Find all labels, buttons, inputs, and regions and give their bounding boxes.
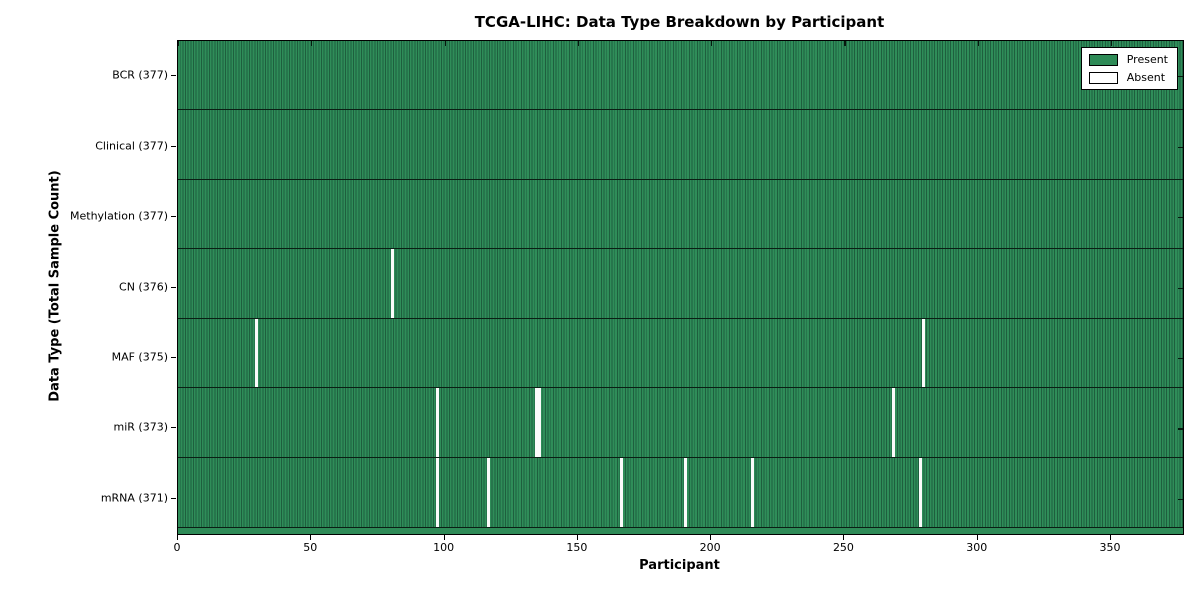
absent-bar-mRNA-166 xyxy=(620,457,624,527)
absent-bar-miR-268 xyxy=(892,388,896,457)
legend-entry-absent: Absent xyxy=(1088,71,1168,84)
xtick-label-50: 50 xyxy=(303,541,318,554)
ytick-mark xyxy=(171,497,176,499)
ytick-mark-right xyxy=(1178,217,1183,219)
ytick-mark xyxy=(171,286,176,288)
ytick-mark-right xyxy=(1178,498,1183,500)
xtick-mark-top xyxy=(1111,41,1113,46)
row-MAF xyxy=(178,318,1183,389)
xtick-label-350: 350 xyxy=(1099,541,1121,554)
xtick-mark xyxy=(576,535,578,540)
xtick-label-150: 150 xyxy=(566,541,588,554)
xtick-mark-top xyxy=(178,41,180,46)
ytick-mark xyxy=(171,75,176,77)
ytick-label-mRNA: mRNA (371) xyxy=(100,491,168,505)
ytick-mark xyxy=(171,145,176,147)
absent-bar-MAF-29 xyxy=(255,318,259,388)
ytick-mark-right xyxy=(1178,146,1183,148)
chart-title: TCGA-LIHC: Data Type Breakdown by Partic… xyxy=(474,13,885,31)
xtick-mark-top xyxy=(977,41,979,46)
xtick-mark-top xyxy=(577,41,580,46)
absent-bar-CN-80 xyxy=(391,249,395,318)
legend-label-present: Present xyxy=(1126,53,1168,66)
absent-bar-mRNA-278 xyxy=(918,457,922,527)
absent-bar-mRNA-215 xyxy=(750,457,754,527)
row-mRNA xyxy=(178,457,1183,528)
x-axis-label: Participant xyxy=(639,558,720,573)
legend: Present Absent xyxy=(1080,47,1178,90)
ytick-label-MAF: MAF (375) xyxy=(111,350,168,364)
absent-bar-miR-134 xyxy=(535,388,538,457)
legend-entry-present: Present xyxy=(1088,53,1168,66)
xtick-label-300: 300 xyxy=(966,541,988,554)
xtick-mark xyxy=(710,535,712,540)
xtick-label-250: 250 xyxy=(832,541,854,554)
ytick-label-CN: CN (376) xyxy=(119,280,168,293)
ytick-mark xyxy=(171,427,176,429)
absent-bar-mRNA-116 xyxy=(487,457,491,527)
ytick-label-miR: miR (373) xyxy=(113,420,169,434)
xtick-label-100: 100 xyxy=(433,541,455,554)
absent-bar-mRNA-97 xyxy=(436,457,440,527)
absent-bar-miR-135 xyxy=(537,388,541,457)
ytick-mark-right xyxy=(1178,76,1183,78)
xtick-mark-top xyxy=(444,41,446,46)
legend-label-absent: Absent xyxy=(1126,71,1166,84)
y-axis-label: Data Type (Total Sample Count) xyxy=(47,170,63,402)
xtick-mark xyxy=(976,535,978,540)
xtick-mark xyxy=(443,535,445,540)
xtick-mark-top xyxy=(311,41,313,46)
plot-area xyxy=(177,40,1184,535)
absent-bar-mRNA-190 xyxy=(684,457,688,527)
ytick-mark xyxy=(171,356,176,358)
ytick-label-Clinical: Clinical (377) xyxy=(95,139,168,153)
ytick-mark-right xyxy=(1178,428,1183,430)
xtick-mark-top xyxy=(844,41,846,46)
ytick-label-Methylation: Methylation (377) xyxy=(70,209,168,223)
absent-bar-miR-97 xyxy=(436,388,440,457)
row-BCR xyxy=(178,41,1183,111)
xtick-mark xyxy=(310,535,312,540)
xtick-mark xyxy=(1110,535,1112,540)
absent-swatch xyxy=(1088,71,1118,84)
row-miR xyxy=(178,388,1183,458)
xtick-mark xyxy=(177,535,178,540)
row-CN xyxy=(178,249,1183,319)
present-swatch xyxy=(1088,53,1118,66)
xtick-label-0: 0 xyxy=(173,541,181,554)
ytick-label-BCR: BCR (377) xyxy=(112,68,168,82)
xtick-label-200: 200 xyxy=(699,541,721,554)
xtick-mark xyxy=(843,535,845,540)
xtick-mark-top xyxy=(711,41,713,46)
absent-bar-MAF-279 xyxy=(921,318,925,388)
ytick-mark xyxy=(171,216,176,218)
ytick-mark-right xyxy=(1178,357,1183,360)
ytick-mark-right xyxy=(1178,287,1183,289)
row-Methylation xyxy=(178,179,1183,250)
row-Clinical xyxy=(178,110,1183,180)
